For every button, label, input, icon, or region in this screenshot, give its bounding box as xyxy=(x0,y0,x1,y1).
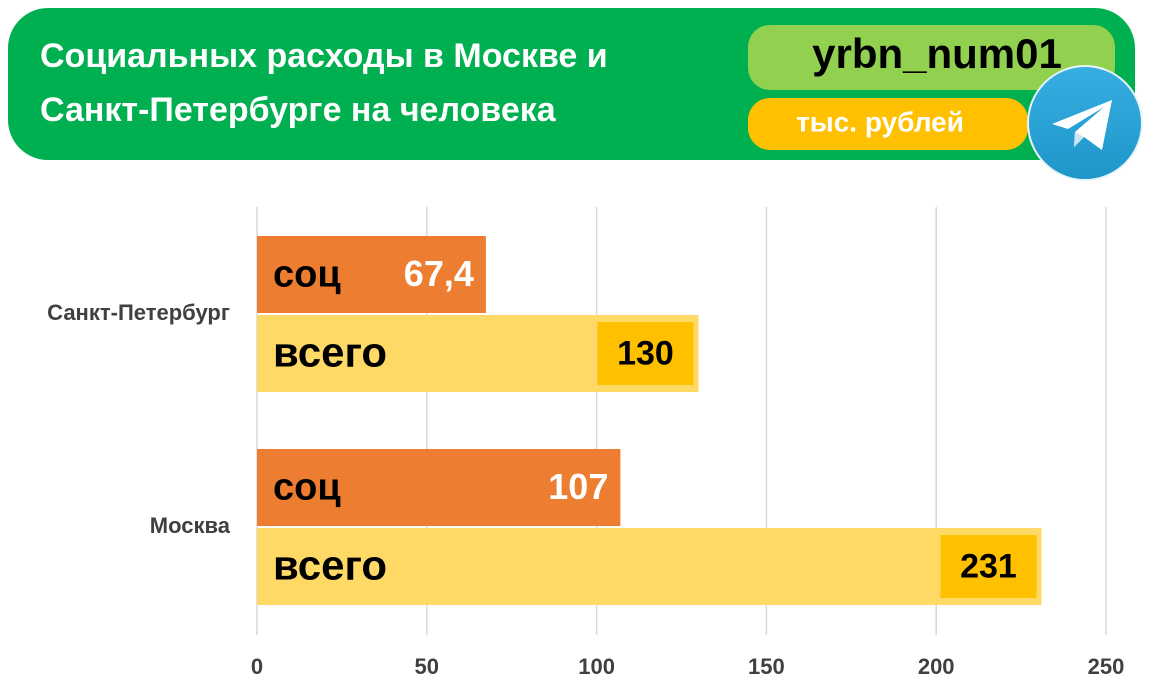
bar xyxy=(257,236,486,313)
x-tick-label: 50 xyxy=(415,654,439,679)
series-label: соц xyxy=(273,254,341,296)
badge: yrbn_num01 xyxy=(812,30,1062,77)
value-label-box xyxy=(597,322,694,385)
unit-background xyxy=(748,98,1028,150)
value-label: 67,4 xyxy=(404,253,474,294)
badge-background xyxy=(748,25,1115,90)
value-label-box xyxy=(940,535,1037,598)
x-tick-label: 250 xyxy=(1088,654,1125,679)
bar xyxy=(257,528,1042,605)
telegram-icon xyxy=(1027,65,1143,181)
value-label: 130 xyxy=(617,334,674,372)
value-label: 231 xyxy=(960,547,1017,585)
category-label: Санкт-Петербург xyxy=(47,300,230,325)
x-tick-label: 150 xyxy=(748,654,785,679)
x-tick-label: 100 xyxy=(578,654,615,679)
value-label: 107 xyxy=(548,466,608,507)
x-tick-label: 0 xyxy=(251,654,263,679)
chart-title: Санкт-Петербурге на человека xyxy=(40,91,557,129)
category-label: Москва xyxy=(150,513,231,538)
series-label: соц xyxy=(273,467,341,509)
unit-label: тыс. рублей xyxy=(796,106,964,137)
x-tick-label: 200 xyxy=(918,654,955,679)
chart-title: Социальных расходы в Москве и xyxy=(40,37,608,75)
bar xyxy=(257,449,621,526)
series-label: всего xyxy=(273,542,387,589)
series-label: всего xyxy=(273,329,387,376)
